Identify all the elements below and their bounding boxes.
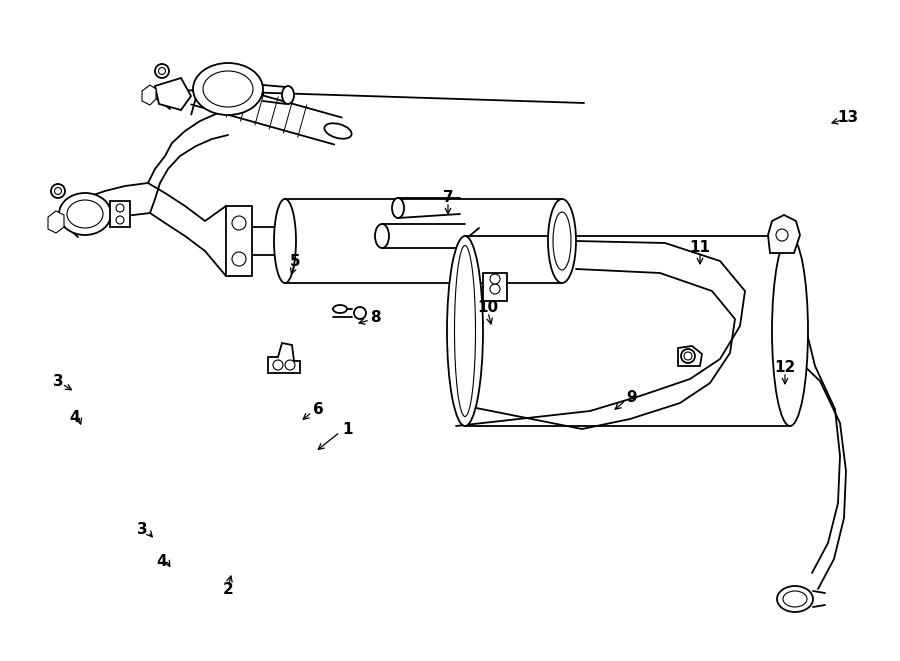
Text: 10: 10 bbox=[477, 301, 499, 315]
Ellipse shape bbox=[193, 63, 263, 115]
Ellipse shape bbox=[375, 224, 389, 248]
Ellipse shape bbox=[447, 236, 483, 426]
Text: 6: 6 bbox=[312, 403, 323, 418]
Circle shape bbox=[155, 64, 169, 78]
Ellipse shape bbox=[59, 193, 111, 235]
FancyBboxPatch shape bbox=[483, 273, 507, 301]
Ellipse shape bbox=[203, 71, 253, 107]
Ellipse shape bbox=[333, 305, 347, 313]
Text: 4: 4 bbox=[157, 555, 167, 570]
Polygon shape bbox=[768, 215, 800, 253]
Circle shape bbox=[51, 184, 65, 198]
Text: 13: 13 bbox=[837, 110, 859, 126]
Ellipse shape bbox=[324, 123, 352, 139]
Ellipse shape bbox=[553, 212, 571, 270]
Polygon shape bbox=[678, 346, 702, 366]
Circle shape bbox=[273, 360, 283, 370]
Ellipse shape bbox=[454, 245, 475, 416]
Polygon shape bbox=[155, 78, 191, 110]
Circle shape bbox=[232, 216, 246, 230]
Ellipse shape bbox=[274, 199, 296, 283]
FancyBboxPatch shape bbox=[110, 201, 130, 227]
Polygon shape bbox=[48, 211, 64, 233]
Ellipse shape bbox=[282, 86, 294, 104]
Circle shape bbox=[116, 204, 124, 212]
Text: 7: 7 bbox=[443, 190, 454, 206]
Ellipse shape bbox=[392, 198, 404, 218]
Circle shape bbox=[684, 352, 692, 360]
Circle shape bbox=[116, 216, 124, 224]
Text: 11: 11 bbox=[689, 241, 710, 256]
Text: 9: 9 bbox=[626, 391, 637, 405]
Polygon shape bbox=[142, 85, 156, 105]
Circle shape bbox=[681, 349, 695, 363]
Text: 3: 3 bbox=[53, 375, 63, 389]
Ellipse shape bbox=[777, 586, 813, 612]
Polygon shape bbox=[268, 343, 300, 373]
Circle shape bbox=[158, 67, 166, 75]
Circle shape bbox=[776, 229, 788, 241]
Text: 5: 5 bbox=[290, 254, 301, 270]
Text: 4: 4 bbox=[69, 410, 80, 426]
Circle shape bbox=[232, 252, 246, 266]
Text: 12: 12 bbox=[774, 360, 796, 375]
Circle shape bbox=[490, 284, 500, 294]
Ellipse shape bbox=[233, 227, 247, 255]
Text: 3: 3 bbox=[137, 522, 148, 537]
Text: 8: 8 bbox=[370, 311, 381, 325]
Circle shape bbox=[285, 360, 295, 370]
Circle shape bbox=[490, 274, 500, 284]
Ellipse shape bbox=[548, 199, 576, 283]
Ellipse shape bbox=[67, 200, 103, 228]
Ellipse shape bbox=[783, 591, 807, 607]
Circle shape bbox=[55, 188, 61, 194]
Text: 1: 1 bbox=[343, 422, 353, 438]
Ellipse shape bbox=[354, 307, 366, 319]
FancyBboxPatch shape bbox=[226, 206, 252, 276]
Ellipse shape bbox=[772, 236, 808, 426]
Text: 2: 2 bbox=[222, 582, 233, 598]
